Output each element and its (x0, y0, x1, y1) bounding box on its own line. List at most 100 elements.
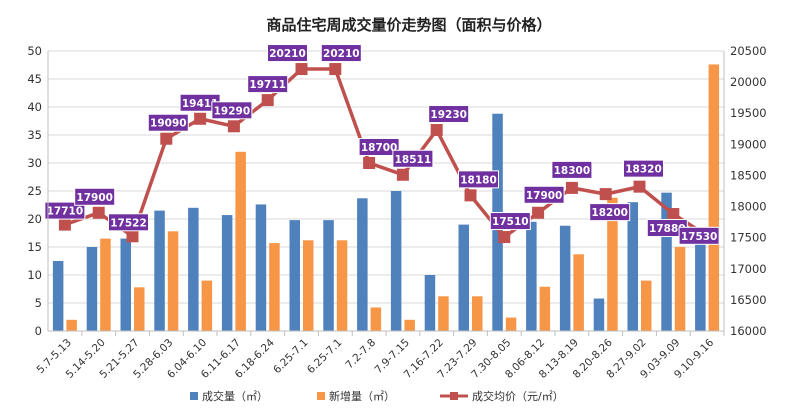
data-label: 18180 (460, 174, 497, 186)
bar-volume (221, 215, 233, 331)
left-tick-label: 10 (27, 268, 42, 282)
data-label: 17900 (76, 192, 113, 204)
bar-new-supply (573, 254, 584, 331)
data-label: 17530 (681, 231, 718, 243)
data-label: 17510 (492, 216, 529, 228)
left-tick-label: 25 (27, 184, 42, 198)
price-marker (565, 181, 578, 194)
price-line (58, 63, 714, 244)
bar-new-supply (472, 296, 483, 331)
legend-label: 新增量（㎡） (329, 389, 395, 403)
data-label: 19090 (150, 118, 187, 130)
bar-volume (120, 238, 131, 331)
bar-volume (188, 207, 199, 331)
right-tick-label: 20000 (730, 75, 767, 89)
legend: 成交量（㎡） 新增量（㎡） 成交均价（元/㎡） (190, 389, 564, 403)
bar-volume (323, 220, 334, 331)
data-label: 18320 (625, 164, 662, 176)
bar-new-supply (269, 243, 280, 331)
data-label-box (392, 149, 434, 168)
bar-volume (255, 204, 267, 331)
bar-new-supply (235, 151, 246, 331)
data-label-box (267, 44, 308, 63)
bar-new-supply (370, 307, 382, 331)
left-tick-label: 5 (35, 296, 42, 310)
bar-new-supply (201, 280, 213, 331)
data-label: 18511 (395, 154, 432, 166)
left-tick-label: 30 (27, 156, 42, 170)
chart-title: 商品住宅周成交量价走势图（面积与价格） (266, 16, 551, 34)
bar-volume (357, 198, 368, 331)
bar-new-supply (167, 231, 179, 331)
data-label-box (489, 212, 531, 231)
bar-new-supply (336, 240, 348, 331)
price-marker (261, 94, 274, 107)
data-label-box (320, 44, 362, 63)
price-marker (126, 230, 139, 243)
bar-volume (390, 191, 402, 331)
data-label-box (428, 105, 470, 124)
data-label: 19411 (182, 98, 219, 110)
bar-volume (86, 247, 98, 331)
left-tick-label: 40 (27, 100, 42, 114)
data-label-box (589, 203, 631, 222)
data-label: 20210 (323, 48, 360, 60)
right-tick-label: 16000 (730, 324, 767, 338)
price-marker (295, 63, 308, 76)
left-tick-label: 35 (27, 128, 42, 142)
right-tick-label: 19000 (730, 137, 767, 151)
bar-new-supply (539, 286, 551, 331)
legend-swatch (190, 392, 198, 400)
x-tick-label: 6.25-7.1 (305, 337, 345, 377)
right-tick-label: 18500 (730, 168, 767, 182)
bar-volume (559, 225, 571, 331)
data-label: 19230 (430, 109, 467, 121)
data-label-box (678, 226, 720, 245)
price-marker (667, 208, 680, 221)
left-tick-label: 50 (27, 44, 42, 58)
right-tick-label: 17000 (730, 262, 767, 276)
x-tick-label: 6.25-7.1 (271, 337, 311, 377)
bar-volume (458, 224, 469, 331)
data-label-box (623, 159, 664, 178)
right-tick-label: 19500 (730, 106, 767, 120)
data-label-box (523, 185, 565, 204)
bar-volume (154, 210, 165, 331)
bar-volume (526, 221, 537, 331)
bar-new-supply (66, 319, 77, 331)
left-tick-label: 45 (27, 72, 42, 86)
data-label-box (147, 113, 189, 132)
price-marker (160, 132, 173, 145)
data-label: 20210 (269, 48, 306, 60)
price-marker (464, 189, 477, 202)
right-tick-label: 20500 (730, 44, 767, 58)
legend-marker (450, 392, 458, 400)
legend-label: 成交均价（元/㎡） (472, 389, 564, 403)
data-label: 19290 (214, 105, 251, 117)
bar-marks (52, 64, 720, 331)
bar-new-supply (404, 319, 415, 331)
price-marker (363, 157, 376, 169)
bar-volume (661, 192, 672, 331)
legend-label: 成交量（㎡） (202, 389, 268, 403)
data-label-box (44, 201, 86, 220)
bar-new-supply (303, 240, 314, 331)
price-marker (58, 218, 71, 231)
data-label-box (108, 213, 149, 232)
right-tick-label: 17500 (730, 231, 767, 245)
bar-new-supply (438, 296, 449, 331)
left-tick-label: 15 (27, 240, 42, 254)
data-label-box (211, 101, 253, 120)
bar-volume (695, 233, 706, 331)
bar-new-supply (100, 238, 111, 331)
bar-volume (424, 275, 436, 331)
price-marker (92, 206, 105, 219)
price-marker (430, 124, 443, 137)
right-tick-label: 16500 (730, 293, 767, 307)
bar-new-supply (674, 247, 686, 331)
price-marker (633, 180, 646, 193)
bar-new-supply (505, 317, 517, 331)
data-label: 17522 (110, 217, 147, 229)
